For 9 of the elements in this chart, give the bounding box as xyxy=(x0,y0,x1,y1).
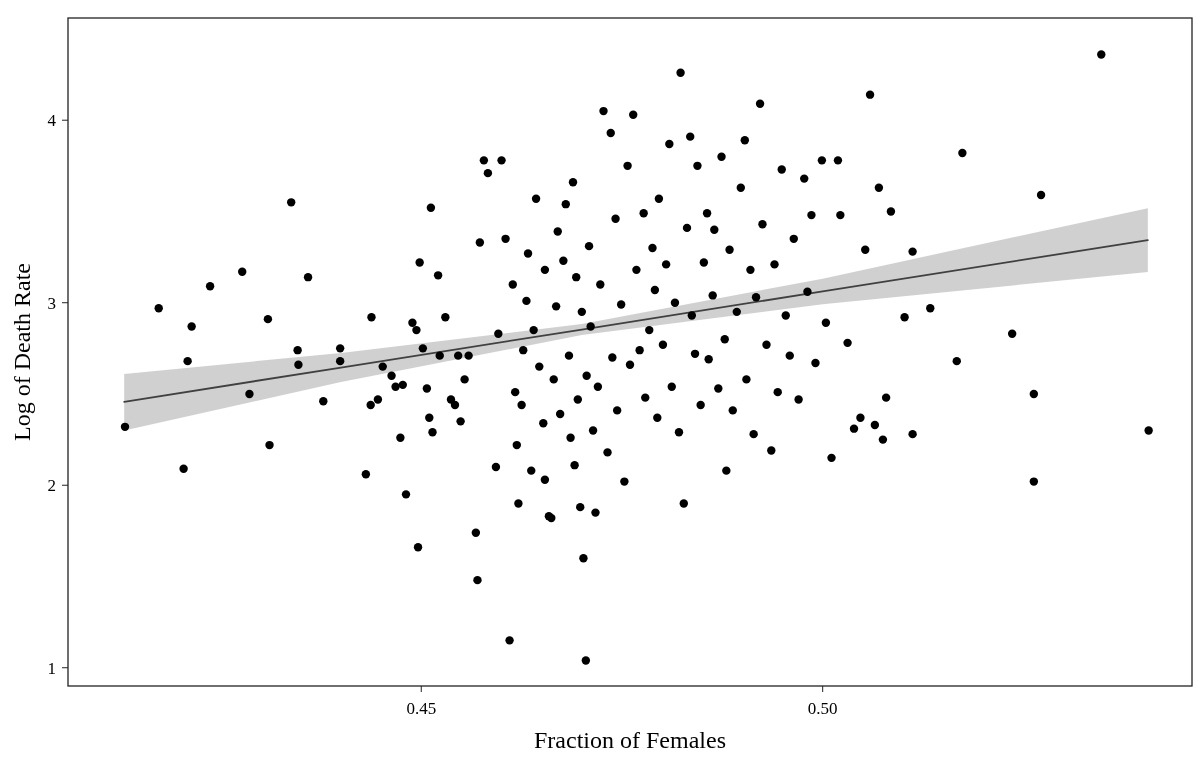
x-tick-label: 0.45 xyxy=(406,699,437,718)
y-tick-label: 1 xyxy=(47,658,56,678)
line-series xyxy=(123,239,1149,403)
y-axis-title: Log of Death Rate xyxy=(9,263,35,441)
y-tick-label: 2 xyxy=(47,476,56,496)
x-tick-label: 0.50 xyxy=(807,699,838,718)
y-tick-label: 4 xyxy=(47,111,57,131)
x-axis-title: Fraction of Females xyxy=(534,727,726,753)
y-tick-label: 3 xyxy=(47,293,56,313)
